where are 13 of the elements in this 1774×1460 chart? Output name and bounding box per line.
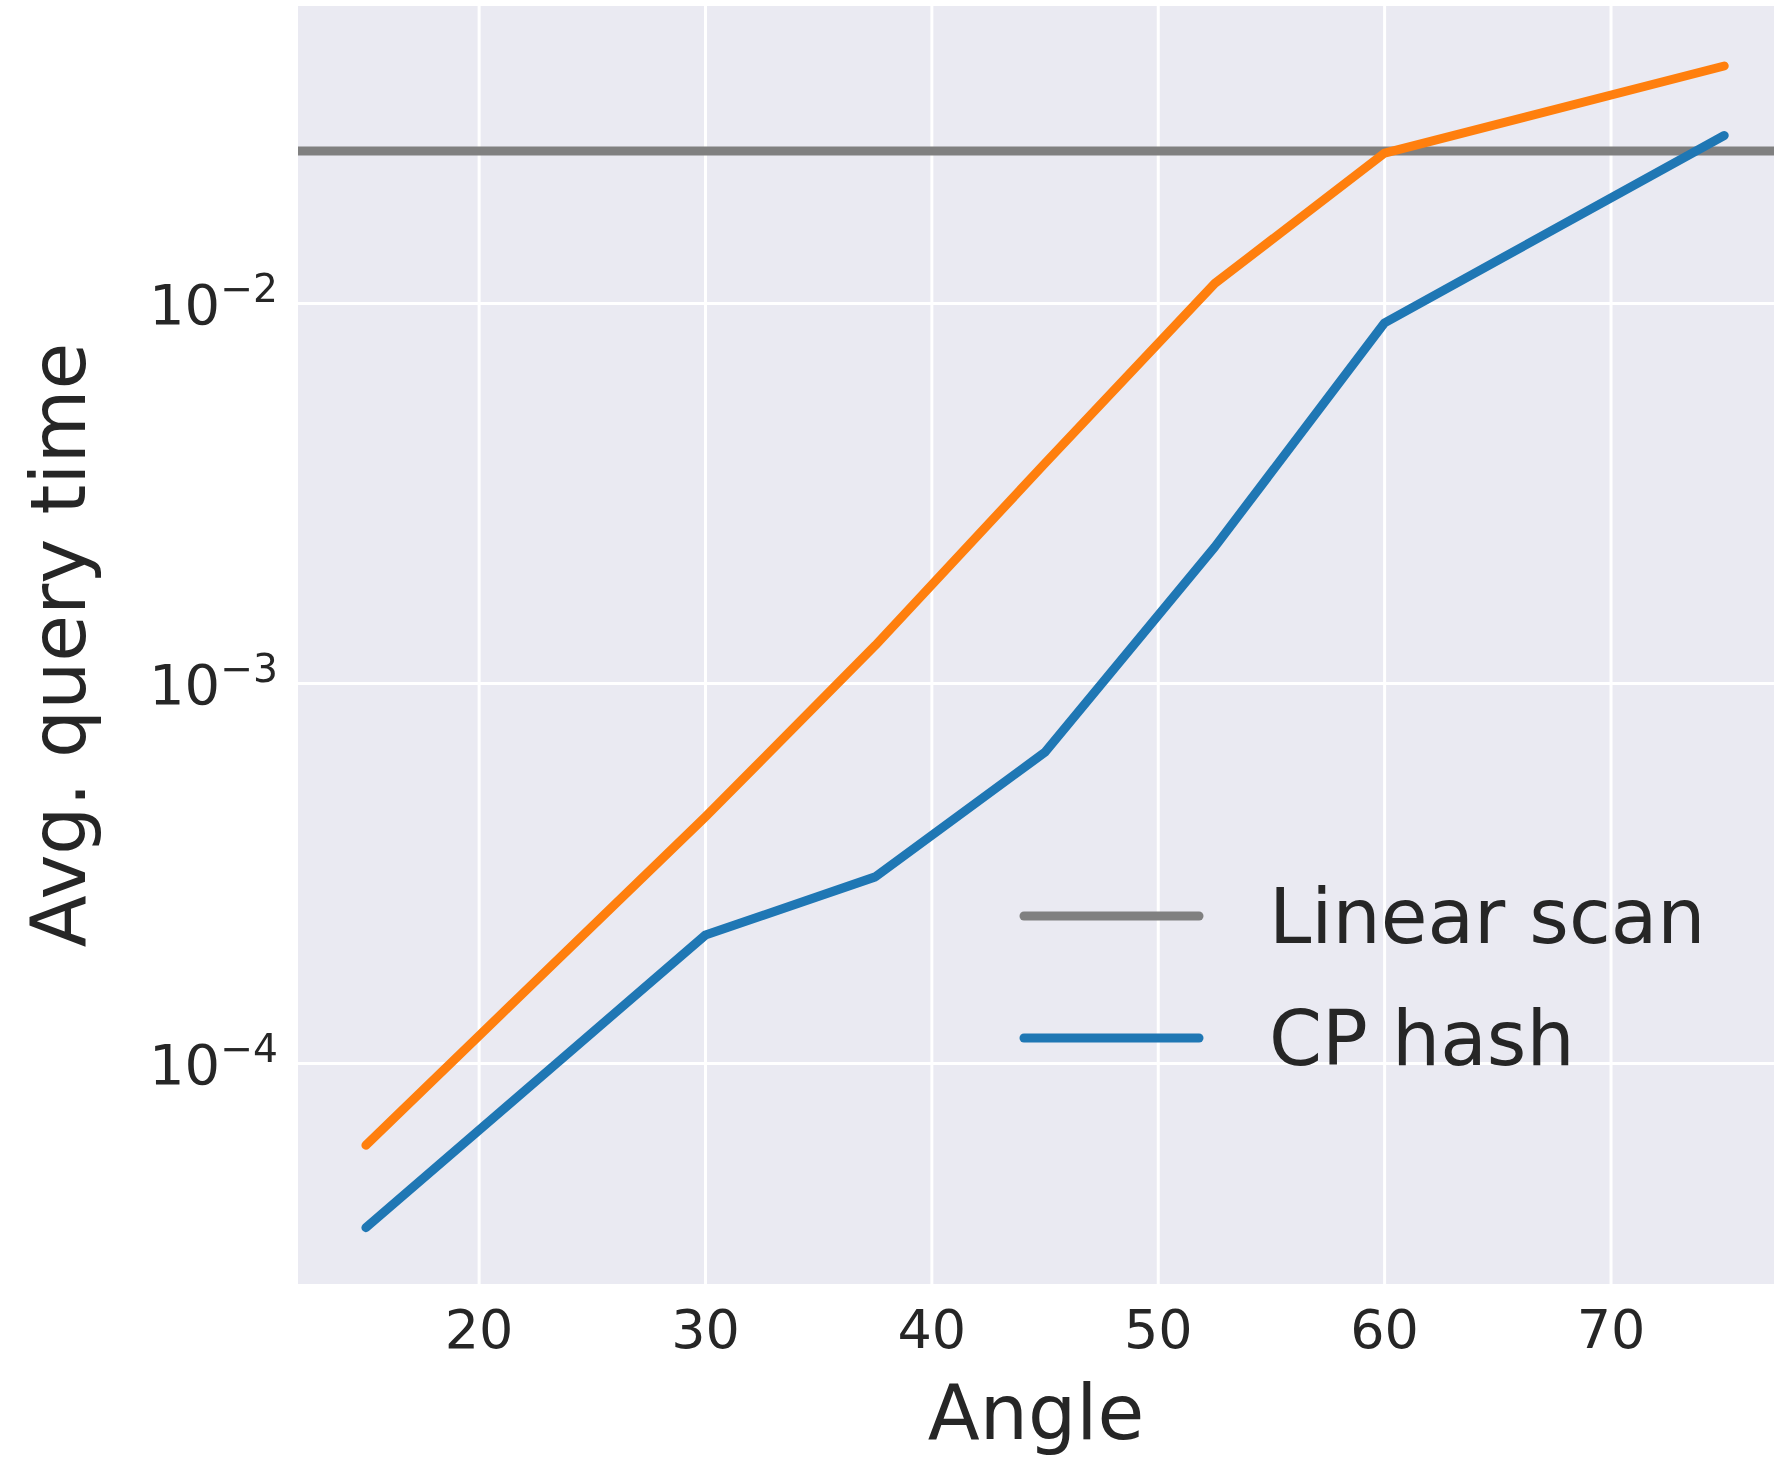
y-tick-label: 10$^{−3}$: [148, 645, 278, 717]
y-tick-label: 10$^{−4}$: [148, 1025, 278, 1097]
x-tick-label: 50: [1123, 1298, 1193, 1361]
legend-label: CP hash: [1269, 994, 1575, 1083]
legend-label: Linear scan: [1269, 872, 1706, 961]
x-tick-label: 70: [1576, 1298, 1646, 1361]
x-axis-title: Angle: [927, 1368, 1145, 1457]
y-axis-title: Avg. query time: [14, 342, 103, 948]
x-tick-label: 20: [444, 1298, 514, 1361]
x-tick-label: 30: [671, 1298, 740, 1361]
x-tick-label: 60: [1350, 1298, 1419, 1361]
x-tick-label: 40: [897, 1298, 967, 1361]
y-tick-label: 10$^{−2}$: [148, 265, 278, 337]
